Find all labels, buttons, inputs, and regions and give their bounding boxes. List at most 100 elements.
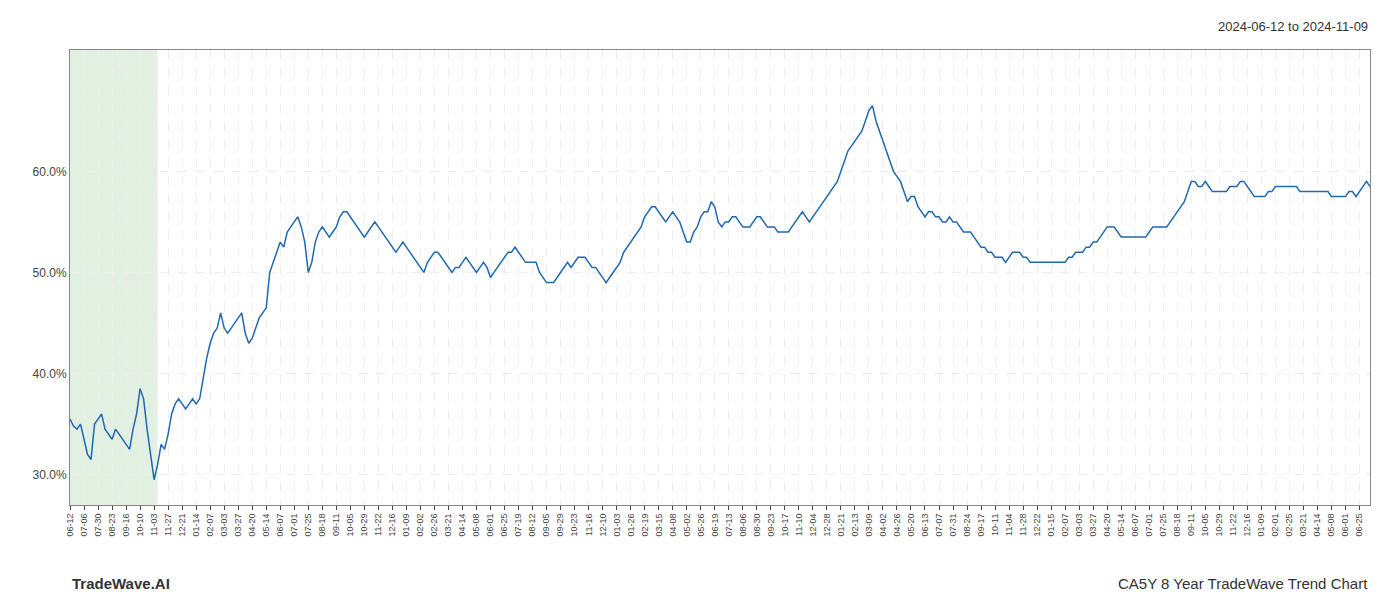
- svg-text:02-01: 02-01: [1270, 514, 1280, 537]
- svg-text:02-13: 02-13: [850, 514, 860, 537]
- svg-text:06-25: 06-25: [499, 514, 509, 537]
- svg-text:10-29: 10-29: [1214, 514, 1224, 537]
- svg-text:12-16: 12-16: [387, 514, 397, 537]
- svg-text:05-14: 05-14: [1116, 514, 1126, 537]
- svg-text:11-22: 11-22: [373, 514, 383, 536]
- svg-text:05-08: 05-08: [1326, 514, 1336, 537]
- svg-text:08-18: 08-18: [317, 514, 327, 537]
- svg-text:08-12: 08-12: [527, 514, 537, 537]
- svg-text:09-23: 09-23: [766, 514, 776, 537]
- svg-text:02-02: 02-02: [415, 514, 425, 537]
- svg-text:07-01: 07-01: [1144, 514, 1154, 537]
- svg-text:06-01: 06-01: [485, 514, 495, 537]
- svg-text:04-02: 04-02: [878, 514, 888, 537]
- svg-text:50.0%: 50.0%: [33, 266, 67, 280]
- svg-text:60.0%: 60.0%: [33, 165, 67, 179]
- svg-text:10-11: 10-11: [990, 514, 1000, 536]
- svg-text:03-03: 03-03: [1074, 514, 1084, 537]
- svg-text:05-02: 05-02: [682, 514, 692, 537]
- svg-text:08-24: 08-24: [962, 514, 972, 537]
- svg-text:2024-06-12 to 2024-11-09: 2024-06-12 to 2024-11-09: [1218, 19, 1368, 34]
- svg-text:09-29: 09-29: [555, 514, 565, 537]
- svg-text:03-21: 03-21: [1298, 514, 1308, 537]
- svg-text:09-05: 09-05: [541, 514, 551, 537]
- svg-text:02-19: 02-19: [640, 514, 650, 537]
- svg-text:04-20: 04-20: [247, 514, 257, 537]
- svg-text:12-21: 12-21: [177, 514, 187, 537]
- svg-text:01-15: 01-15: [1046, 514, 1056, 537]
- svg-text:30.0%: 30.0%: [33, 468, 67, 482]
- svg-text:10-05: 10-05: [345, 514, 355, 537]
- svg-text:12-16: 12-16: [1242, 514, 1252, 537]
- svg-text:06-13: 06-13: [920, 514, 930, 537]
- svg-text:11-03: 11-03: [149, 514, 159, 536]
- svg-text:06-07: 06-07: [1130, 514, 1140, 537]
- svg-text:07-30: 07-30: [93, 514, 103, 537]
- svg-text:11-28: 11-28: [1018, 514, 1028, 536]
- svg-text:10-17: 10-17: [780, 514, 790, 537]
- svg-text:01-03: 01-03: [612, 514, 622, 537]
- svg-text:08-18: 08-18: [1172, 514, 1182, 537]
- svg-text:03-21: 03-21: [443, 514, 453, 537]
- svg-text:10-05: 10-05: [1200, 514, 1210, 537]
- svg-text:07-06: 07-06: [79, 514, 89, 537]
- svg-text:05-26: 05-26: [696, 514, 706, 537]
- svg-text:01-26: 01-26: [626, 514, 636, 537]
- svg-text:12-10: 12-10: [598, 514, 608, 537]
- svg-text:10-29: 10-29: [359, 514, 369, 537]
- svg-text:05-08: 05-08: [471, 514, 481, 537]
- svg-text:12-04: 12-04: [808, 514, 818, 537]
- svg-text:09-17: 09-17: [976, 514, 986, 537]
- svg-text:09-11: 09-11: [331, 514, 341, 536]
- svg-text:TradeWave.AI: TradeWave.AI: [72, 575, 170, 592]
- svg-text:08-30: 08-30: [752, 514, 762, 537]
- svg-text:02-07: 02-07: [1060, 514, 1070, 537]
- svg-text:01-14: 01-14: [191, 514, 201, 537]
- svg-text:09-16: 09-16: [121, 514, 131, 537]
- svg-text:01-09: 01-09: [401, 514, 411, 537]
- svg-text:01-21: 01-21: [836, 514, 846, 537]
- svg-text:12-22: 12-22: [1032, 514, 1042, 537]
- svg-text:06-12: 06-12: [65, 514, 75, 537]
- svg-text:04-20: 04-20: [1102, 514, 1112, 537]
- svg-text:05-20: 05-20: [906, 514, 916, 537]
- svg-text:10-23: 10-23: [570, 514, 580, 537]
- svg-text:07-25: 07-25: [1158, 514, 1168, 537]
- svg-text:03-27: 03-27: [1088, 514, 1098, 537]
- svg-text:07-31: 07-31: [948, 514, 958, 537]
- svg-text:03-27: 03-27: [233, 514, 243, 537]
- svg-text:06-25: 06-25: [1354, 514, 1364, 537]
- svg-text:12-28: 12-28: [822, 514, 832, 537]
- svg-text:CA5Y 8 Year TradeWave Trend Ch: CA5Y 8 Year TradeWave Trend Chart: [1118, 575, 1368, 592]
- svg-text:10-10: 10-10: [135, 514, 145, 537]
- svg-text:07-13: 07-13: [724, 514, 734, 537]
- svg-text:07-01: 07-01: [289, 514, 299, 537]
- svg-text:04-26: 04-26: [892, 514, 902, 537]
- svg-text:02-26: 02-26: [429, 514, 439, 537]
- svg-text:11-22: 11-22: [1228, 514, 1238, 536]
- svg-text:03-15: 03-15: [654, 514, 664, 537]
- svg-text:07-19: 07-19: [513, 514, 523, 537]
- svg-text:07-25: 07-25: [303, 514, 313, 537]
- svg-text:02-07: 02-07: [205, 514, 215, 537]
- svg-text:08-23: 08-23: [107, 514, 117, 537]
- svg-text:06-19: 06-19: [710, 514, 720, 537]
- svg-text:11-04: 11-04: [1004, 514, 1014, 536]
- svg-text:05-14: 05-14: [261, 514, 271, 537]
- svg-text:11-27: 11-27: [163, 514, 173, 536]
- svg-text:07-07: 07-07: [934, 514, 944, 537]
- svg-text:09-11: 09-11: [1186, 514, 1196, 536]
- svg-text:03-09: 03-09: [864, 514, 874, 537]
- svg-text:06-01: 06-01: [1340, 514, 1350, 537]
- svg-text:01-09: 01-09: [1256, 514, 1266, 537]
- svg-text:04-14: 04-14: [457, 514, 467, 537]
- svg-text:02-25: 02-25: [1284, 514, 1294, 537]
- svg-text:11-16: 11-16: [584, 514, 594, 536]
- svg-text:08-06: 08-06: [738, 514, 748, 537]
- svg-text:11-10: 11-10: [794, 514, 804, 536]
- svg-text:04-08: 04-08: [668, 514, 678, 537]
- svg-text:06-07: 06-07: [275, 514, 285, 537]
- svg-text:03-03: 03-03: [219, 514, 229, 537]
- svg-text:04-14: 04-14: [1312, 514, 1322, 537]
- svg-text:40.0%: 40.0%: [33, 367, 67, 381]
